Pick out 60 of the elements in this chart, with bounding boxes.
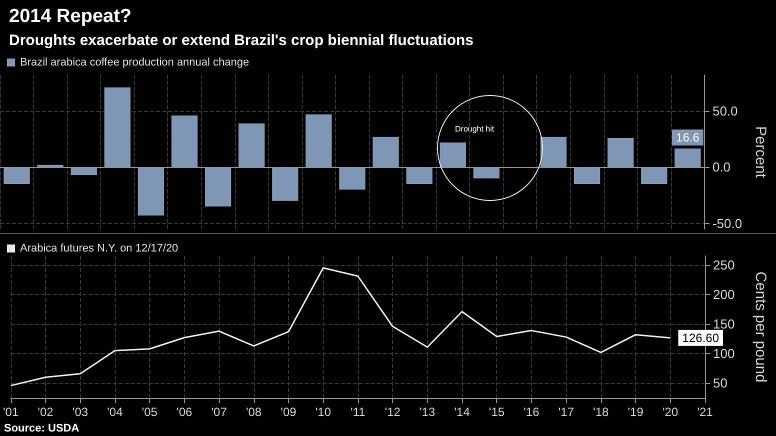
legend-label: Arabica futures N.Y. on 12/17/20 — [20, 242, 178, 254]
x-tick-label: '16 — [524, 405, 540, 419]
bar — [171, 115, 198, 168]
x-tick-label: '03 — [72, 405, 88, 419]
x-tick-label: '07 — [211, 405, 228, 419]
data-label: 16.6 — [676, 130, 700, 145]
x-tick-label: '21 — [697, 405, 714, 419]
bar — [104, 87, 130, 168]
y-tick-label: 50 — [713, 376, 728, 391]
bar — [440, 142, 466, 168]
x-tick-label: '18 — [593, 405, 610, 419]
bar — [339, 167, 366, 190]
bar — [641, 167, 668, 184]
x-tick-label: '01 — [3, 405, 19, 419]
x-tick-label: '10 — [315, 405, 332, 419]
bar — [37, 164, 64, 168]
bar — [238, 123, 265, 168]
bar — [204, 167, 232, 207]
y-axis-title: Percent — [752, 126, 769, 179]
y-axis-title: Cents per pound — [752, 272, 769, 382]
y-tick-label: 150 — [713, 316, 735, 332]
bar — [574, 167, 600, 184]
x-tick-label: '11 — [350, 405, 366, 419]
bar — [4, 167, 30, 184]
bar — [70, 167, 97, 176]
y-tick-label: 0.0 — [712, 160, 731, 175]
y-tick-label: 100 — [713, 346, 735, 362]
x-tick-label: '08 — [246, 405, 262, 419]
data-label: 126.60 — [682, 330, 720, 345]
bar — [540, 136, 567, 168]
annotation: Drought hit — [455, 124, 495, 134]
x-tick-label: '02 — [38, 405, 54, 419]
x-tick-label: '20 — [662, 405, 678, 419]
y-tick-label: -50.0 — [712, 216, 742, 231]
x-tick-label: '14 — [454, 405, 470, 419]
y-tick-label: 200 — [713, 286, 735, 302]
bar — [372, 136, 399, 168]
x-tick-label: '17 — [558, 405, 574, 419]
x-tick-label: '19 — [628, 405, 644, 419]
x-tick-label: '09 — [280, 405, 297, 419]
bar — [674, 148, 701, 168]
x-tick-label: '05 — [142, 405, 158, 419]
chart-title: 2014 Repeat? — [9, 6, 132, 27]
bar — [272, 167, 298, 201]
bar — [138, 167, 164, 216]
y-tick-label: 250 — [713, 257, 735, 272]
chart-subtitle: Droughts exacerbate or extend Brazil's crop biennial fluctuations — [9, 32, 474, 49]
bar — [473, 167, 500, 178]
x-tick-label: '06 — [176, 405, 193, 419]
x-tick-label: '13 — [420, 405, 436, 419]
x-tick-label: '15 — [488, 405, 505, 419]
y-tick-label: 50.0 — [712, 103, 738, 118]
bar — [306, 114, 332, 168]
bar — [406, 167, 432, 184]
legend-label: Brazil arabica coffee production annual change — [20, 56, 250, 68]
line-series — [10, 267, 672, 386]
x-tick-label: '04 — [107, 405, 124, 419]
bar — [608, 138, 634, 168]
source-note: Source: USDA — [4, 422, 80, 434]
x-tick-label: '12 — [384, 405, 401, 419]
